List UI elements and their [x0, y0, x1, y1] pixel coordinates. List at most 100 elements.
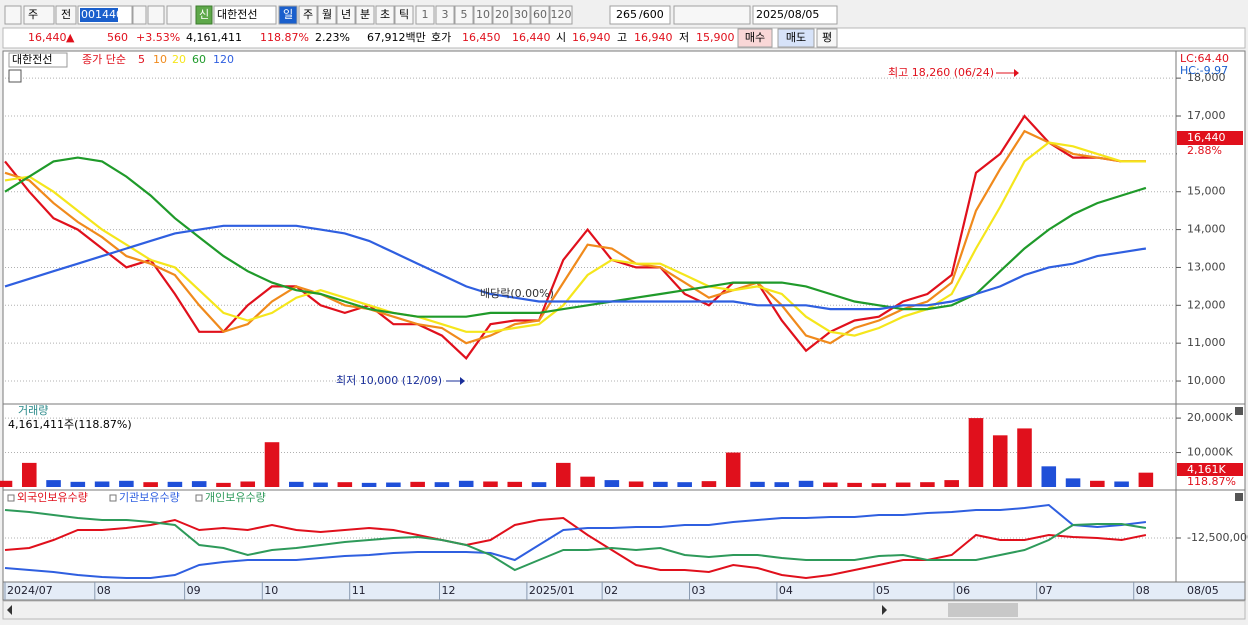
volume-bar	[653, 481, 668, 487]
volume-bar	[0, 480, 13, 487]
last-ratio: 118.87%	[1187, 475, 1236, 488]
unit-button[interactable]	[278, 5, 298, 25]
open: 16,940	[572, 31, 611, 44]
volume-bar	[847, 482, 862, 487]
period-select[interactable]	[23, 5, 55, 25]
unit-label: 주	[303, 8, 313, 21]
scroll-left[interactable]	[7, 605, 12, 615]
interval-button[interactable]	[549, 5, 573, 25]
interval-button[interactable]	[511, 5, 531, 25]
interval-label: 5	[461, 8, 468, 21]
period: 주	[28, 8, 38, 21]
x-tick-label: 08	[97, 584, 111, 597]
volume-bar	[337, 482, 353, 487]
interval-label: 120	[551, 8, 572, 21]
unit-button[interactable]	[317, 5, 337, 25]
legend-entry: 5	[138, 53, 145, 66]
volume-bar	[580, 476, 595, 487]
high: 16,940	[634, 31, 673, 44]
search-button[interactable]	[147, 5, 165, 25]
sound-button[interactable]	[166, 5, 192, 25]
y-tick-label: 11,000	[1187, 336, 1226, 349]
volume-bar	[871, 483, 887, 487]
code-highlight	[80, 8, 118, 22]
volume-bar	[458, 480, 474, 487]
volume-bar	[677, 482, 692, 487]
interval-button[interactable]	[435, 5, 455, 25]
interval-label: 10	[476, 8, 490, 21]
unit-button[interactable]	[336, 5, 356, 25]
unit-button[interactable]	[394, 5, 414, 25]
unit-label: 년	[341, 8, 351, 21]
interval-button[interactable]	[492, 5, 512, 25]
title-box	[8, 52, 68, 68]
legend-entry: 10	[153, 53, 167, 66]
legend-entry: 120	[213, 53, 234, 66]
prev: 전	[61, 8, 71, 21]
x-tick-label: 03	[692, 584, 706, 597]
badge-text: 신	[199, 8, 209, 21]
code-dropdown[interactable]	[132, 5, 147, 25]
series-line	[4, 516, 1147, 580]
unit-label: 초	[380, 8, 390, 21]
y-tick-label: 14,000	[1187, 223, 1226, 236]
date-field[interactable]	[752, 5, 838, 25]
volume-bar	[798, 480, 814, 487]
volume-bar	[1017, 428, 1032, 487]
scroll-thumb[interactable]	[948, 603, 1018, 617]
x-tick-label: 2025/01	[529, 584, 575, 597]
volume-bar	[70, 481, 86, 487]
annotation-arrowhead	[1014, 69, 1019, 77]
unit-button[interactable]	[355, 5, 375, 25]
open-label: 시	[556, 31, 566, 44]
interval-button[interactable]	[415, 5, 435, 25]
low: 15,900	[696, 31, 735, 44]
last-volume: 4,161K	[1187, 463, 1226, 476]
ask: 16,450	[462, 31, 501, 44]
volume-bar	[823, 482, 838, 487]
volume-bar	[361, 482, 377, 487]
annotation-arrowhead	[460, 377, 465, 385]
last-change-bg	[1177, 145, 1243, 158]
unit-button[interactable]	[298, 5, 318, 25]
y-tick-label: 13,000	[1187, 260, 1226, 273]
avg-button[interactable]	[816, 28, 838, 48]
sell: 매도	[786, 31, 806, 44]
x-tick-label: 11	[352, 584, 366, 597]
legend-swatch	[7, 494, 15, 502]
unit-label: 틱	[399, 8, 409, 21]
date: 2025/08/05	[756, 8, 819, 21]
prev-button[interactable]	[55, 5, 77, 25]
max-count: /600	[639, 8, 664, 21]
amount: 67,912백만	[367, 31, 426, 44]
panel-close[interactable]	[1235, 407, 1243, 415]
interval-button[interactable]	[473, 5, 493, 25]
count-field[interactable]	[609, 5, 671, 25]
scrollbar[interactable]	[2, 600, 1246, 620]
x-tick-label: 12	[442, 584, 456, 597]
sell-button[interactable]	[777, 28, 815, 48]
tool-buttons[interactable]	[673, 5, 751, 25]
volume-bar	[216, 482, 231, 487]
menu-button[interactable]	[4, 5, 22, 25]
volume-bar	[240, 481, 256, 487]
buy-button[interactable]	[737, 28, 773, 48]
scroll-right[interactable]	[882, 605, 887, 615]
chart-title: 대한전선	[12, 53, 52, 66]
unit-button[interactable]	[375, 5, 395, 25]
panel-close[interactable]	[1235, 493, 1243, 501]
interval-label: 3	[442, 8, 449, 21]
grid-icon	[8, 69, 22, 83]
volume-bar	[774, 482, 790, 487]
interval-button[interactable]	[454, 5, 474, 25]
volume-bar	[1065, 478, 1081, 487]
x-end-label: 08/05	[1187, 584, 1219, 597]
interval-button[interactable]	[530, 5, 550, 25]
volume-bar	[119, 480, 134, 487]
x-tick-label: 09	[187, 584, 201, 597]
annotation: 최저 10,000 (12/09)	[336, 374, 442, 387]
volume-bar	[556, 462, 571, 487]
volume-bar	[313, 482, 328, 487]
volume-ratio: 118.87%	[260, 31, 309, 44]
